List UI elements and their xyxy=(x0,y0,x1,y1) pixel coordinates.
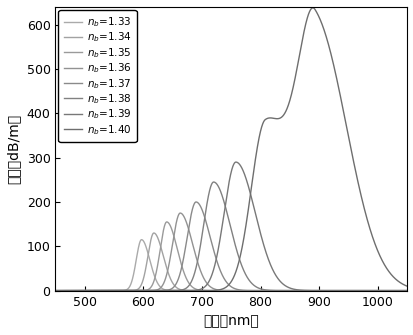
X-axis label: 波长（nm）: 波长（nm） xyxy=(203,314,259,328)
Legend: $n_b$=1.33, $n_b$=1.34, $n_b$=1.35, $n_b$=1.36, $n_b$=1.37, $n_b$=1.38, $n_b$=1.: $n_b$=1.33, $n_b$=1.34, $n_b$=1.35, $n_b… xyxy=(58,10,136,142)
Y-axis label: 损耗（dB/m）: 损耗（dB/m） xyxy=(7,114,21,184)
